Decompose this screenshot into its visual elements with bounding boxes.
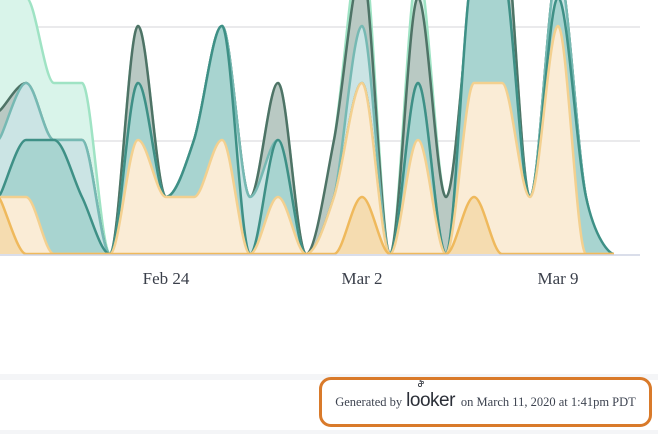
stacked-area-chart: Feb 24 Mar 2 Mar 9	[0, 0, 640, 288]
area-fill	[0, 26, 614, 254]
looker-logo-dots-icon	[418, 380, 425, 388]
series-line	[0, 24, 614, 256]
series-line	[0, 195, 614, 256]
generated-by-box: Generated by looker on March 11, 2020 at…	[319, 377, 652, 427]
series-line	[0, 0, 615, 256]
looker-logo-text: looker	[406, 390, 455, 411]
x-tick-label: Mar 2	[341, 269, 382, 288]
generated-timestamp: on March 11, 2020 at 1:41pm PDT	[460, 394, 636, 409]
x-tick-label: Feb 24	[143, 269, 190, 288]
generated-by-label: Generated by	[335, 394, 403, 409]
x-tick-label: Mar 9	[537, 269, 578, 288]
area-fill	[0, 197, 614, 254]
looker-logo: looker	[406, 380, 455, 412]
